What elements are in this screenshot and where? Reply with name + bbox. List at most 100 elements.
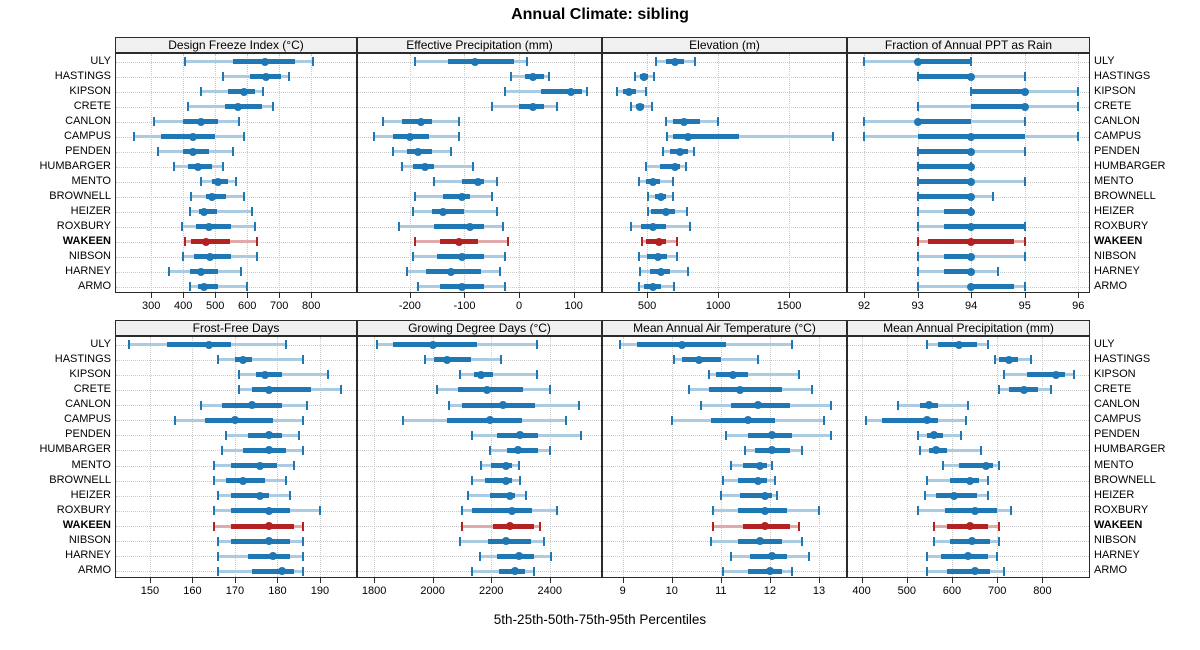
median-dot bbox=[677, 340, 686, 349]
station-label-right: BROWNELL bbox=[1094, 189, 1156, 202]
percentile-5th-cap bbox=[376, 340, 379, 350]
percentile-5th-cap bbox=[397, 222, 400, 231]
interquartile-bar bbox=[971, 284, 1015, 289]
axis-tick-label: 1000 bbox=[705, 300, 731, 312]
axis-tick bbox=[279, 293, 281, 298]
median-dot bbox=[680, 117, 688, 126]
percentile-5th-cap bbox=[865, 415, 868, 425]
interquartile-bar bbox=[160, 134, 216, 139]
gridline-horizontal bbox=[603, 196, 846, 198]
percentile-95th-cap bbox=[254, 222, 257, 231]
axis-tick bbox=[1042, 578, 1044, 583]
percentile-5th-cap bbox=[180, 222, 183, 231]
axis-tick bbox=[971, 293, 973, 298]
station-label-right: BROWNELL bbox=[1094, 473, 1156, 486]
station-label-right: HUMBARGER bbox=[1094, 443, 1166, 456]
percentile-95th-cap bbox=[311, 57, 314, 66]
median-dot bbox=[457, 192, 466, 201]
axis-tick-label: -100 bbox=[453, 300, 476, 312]
percentile-5th-cap bbox=[436, 385, 439, 395]
gridline-horizontal bbox=[848, 374, 1089, 376]
station-label-left: CRETE bbox=[73, 382, 111, 395]
median-dot bbox=[240, 87, 248, 96]
median-dot bbox=[925, 401, 934, 410]
median-dot bbox=[269, 552, 278, 561]
percentile-5th-cap bbox=[896, 400, 899, 410]
interquartile-bar bbox=[1026, 372, 1066, 378]
percentile-95th-cap bbox=[675, 237, 678, 246]
station-label-left: ROXBURY bbox=[56, 503, 111, 516]
percentile-95th-cap bbox=[519, 476, 522, 486]
axis-tick bbox=[277, 578, 279, 583]
percentile-95th-cap bbox=[301, 521, 304, 531]
interquartile-bar bbox=[917, 119, 972, 124]
median-dot bbox=[507, 506, 516, 515]
median-dot bbox=[913, 117, 922, 126]
median-dot bbox=[405, 132, 414, 141]
percentile-5th-cap bbox=[863, 132, 866, 141]
median-dot bbox=[501, 537, 510, 546]
percentile-5th-cap bbox=[729, 551, 732, 561]
median-dot bbox=[967, 222, 976, 231]
gridline-horizontal bbox=[116, 374, 356, 376]
median-dot bbox=[515, 552, 524, 561]
percentile-5th-cap bbox=[916, 267, 919, 276]
percentile-95th-cap bbox=[548, 385, 551, 395]
gridline-horizontal bbox=[358, 91, 601, 93]
gridline-horizontal bbox=[603, 61, 846, 63]
station-label-left: CAMPUS bbox=[63, 413, 111, 426]
percentile-95th-cap bbox=[284, 340, 287, 350]
percentile-5th-cap bbox=[916, 237, 919, 246]
percentile-5th-cap bbox=[392, 147, 395, 156]
median-dot bbox=[765, 567, 774, 576]
percentile-95th-cap bbox=[818, 506, 820, 516]
percentile-95th-cap bbox=[504, 282, 507, 291]
median-dot bbox=[277, 567, 286, 576]
median-dot bbox=[205, 340, 214, 349]
interquartile-bar bbox=[461, 402, 536, 408]
percentile-95th-cap bbox=[243, 132, 245, 141]
panel-title: Design Freeze Index (°C) bbox=[168, 38, 304, 52]
gridline-vertical bbox=[432, 337, 434, 577]
median-dot bbox=[498, 401, 507, 410]
axis-tick-label: 400 bbox=[174, 300, 193, 312]
percentile-95th-cap bbox=[685, 162, 688, 171]
percentile-5th-cap bbox=[719, 491, 722, 501]
axis-tick-label: 500 bbox=[206, 300, 225, 312]
percentile-5th-cap bbox=[460, 521, 463, 531]
station-label-right: HEIZER bbox=[1094, 488, 1135, 501]
station-label-right: ULY bbox=[1094, 337, 1115, 350]
percentile-5th-cap bbox=[917, 506, 920, 516]
median-dot bbox=[950, 491, 959, 500]
median-dot bbox=[768, 552, 777, 561]
station-label-right: ROXBURY bbox=[1094, 219, 1149, 232]
axis-tick bbox=[491, 578, 493, 583]
median-dot bbox=[649, 282, 658, 291]
gridline-vertical bbox=[311, 54, 313, 292]
percentile-range-line bbox=[189, 210, 252, 213]
axis-tick bbox=[573, 293, 575, 298]
interquartile-bar bbox=[917, 164, 972, 169]
interquartile-bar bbox=[944, 254, 972, 259]
axis-tick bbox=[149, 578, 151, 583]
percentile-95th-cap bbox=[535, 340, 538, 350]
median-dot bbox=[428, 340, 437, 349]
gridline-vertical bbox=[906, 337, 908, 577]
station-label-left: ROXBURY bbox=[56, 219, 111, 232]
percentile-95th-cap bbox=[301, 415, 304, 425]
interquartile-bar bbox=[166, 342, 231, 348]
percentile-95th-cap bbox=[798, 370, 801, 380]
median-dot bbox=[416, 117, 425, 126]
station-label-right: MENTO bbox=[1094, 458, 1134, 471]
interquartile-bar bbox=[740, 493, 773, 499]
station-label-left: CAMPUS bbox=[63, 129, 111, 142]
gridline-vertical bbox=[491, 337, 493, 577]
gridline-vertical bbox=[192, 337, 194, 577]
median-dot bbox=[671, 57, 680, 66]
percentile-95th-cap bbox=[791, 566, 793, 576]
median-dot bbox=[929, 431, 938, 440]
median-dot bbox=[264, 385, 273, 394]
percentile-5th-cap bbox=[406, 267, 409, 276]
station-label-right: PENDEN bbox=[1094, 428, 1140, 441]
percentile-5th-cap bbox=[373, 132, 376, 141]
